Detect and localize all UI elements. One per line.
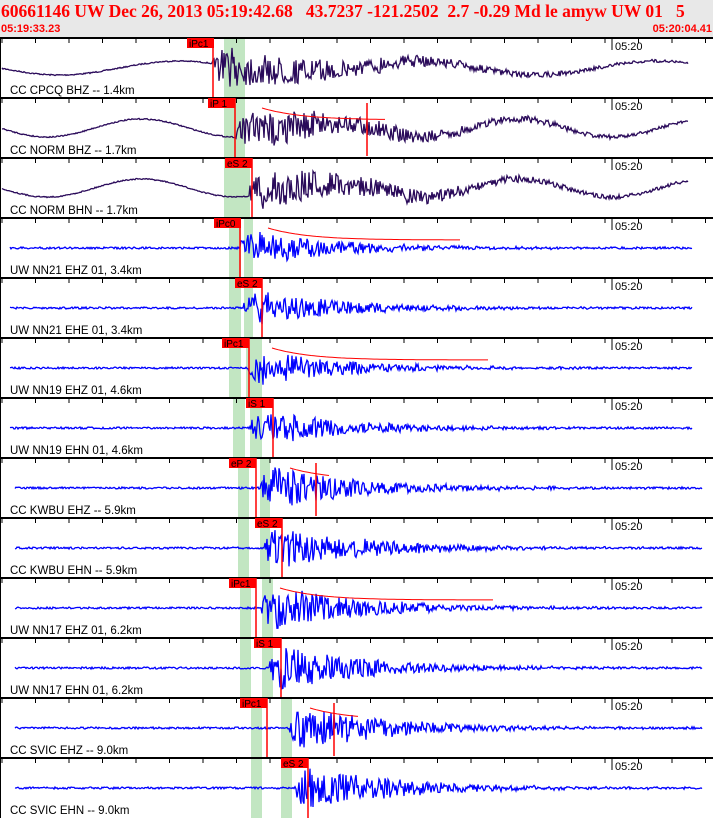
station-label: CC NORM BHN -- 1.7km [10,205,138,217]
pick-label: iS 1 [248,399,266,410]
pick-flag[interactable] [240,698,267,708]
pick-window-band [246,338,262,398]
coda-fit-line [289,467,330,476]
pick-label: eS 2 [237,279,258,290]
minute-label: 05:20 [615,521,643,533]
station-label: UW NN21 EHZ 01, 3.4km [10,265,142,277]
station-label: CC KWBU EHZ -- 5.9km [10,505,136,517]
pick-window-band [250,398,262,458]
pick-flag[interactable] [222,338,249,348]
pick-label: eS 2 [283,759,304,770]
minute-label: 05:20 [615,761,643,773]
station-label: CC SVIC EHN -- 9.0km [10,805,130,817]
minute-label: 05:20 [615,401,643,413]
waveform [14,768,703,808]
coda-fit-line [261,107,385,120]
station-label: UW NN17 EHN 01, 6.2km [10,685,143,697]
waveform [1,168,689,209]
waveform [9,292,693,325]
trace-panel[interactable]: 05:20 iS 1 UW NN17 EHN 01, 6.2km [0,637,713,698]
pick-flag[interactable] [255,518,282,528]
station-label: UW NN21 EHE 01, 3.4km [10,325,142,337]
pick-label: iPc0 [216,219,236,230]
pick-flag[interactable] [225,158,252,168]
seismogram-plot[interactable]: 05:20 iPc1 CC CPCQ BHZ -- 1.4km 05:20 iP 1 CC… [0,37,713,818]
minute-label: 05:20 [615,641,643,653]
start-time: 05:19:33.23 [1,23,61,35]
minute-label: 05:20 [615,281,643,293]
trace-panel[interactable]: 05:20 iPc1 UW NN17 EHZ 01, 6.2km [0,577,713,638]
minute-label: 05:20 [615,581,643,593]
minute-label: 05:20 [615,341,643,353]
pick-label: iPc1 [242,699,262,710]
waveform [14,530,703,567]
pick-flag[interactable] [208,98,235,108]
trace-panel[interactable]: 05:20 iP 1 CC NORM BHZ -- 1.7km [0,97,713,158]
event-header: 60661146 UW Dec 26, 2013 05:19:42.68 43.… [0,0,713,37]
waveform [2,110,689,146]
pick-flag[interactable] [281,758,308,768]
pick-flag[interactable] [229,578,256,588]
waveform [1,47,689,87]
pick-flag[interactable] [246,398,273,408]
station-label: UW NN17 EHZ 01, 6.2km [10,625,142,637]
pick-label: iPc1 [231,579,251,590]
trace-panel[interactable]: 05:20 eS 2 CC SVIC EHN -- 9.0km [0,757,713,818]
trace-panel[interactable]: 05:20 eP 2 CC KWBU EHZ -- 5.9km [0,457,713,518]
coda-fit-line [271,347,488,361]
pick-flag[interactable] [254,638,281,648]
pick-label: eS 2 [257,519,278,530]
waveform [9,354,693,385]
pick-flag[interactable] [235,278,262,288]
waveform [9,413,693,442]
coda-fit-line [267,227,460,241]
trace-panel[interactable]: 05:20 eS 2 CC KWBU EHN -- 5.9km [0,517,713,578]
pick-flag[interactable] [187,38,214,48]
station-label: CC KWBU EHN -- 5.9km [10,565,137,577]
station-label: UW NN19 EHN 01, 4.6km [10,445,143,457]
minute-label: 05:20 [615,101,643,113]
trace-panel[interactable]: 05:20 iPc0 UW NN21 EHZ 01, 3.4km [0,217,713,278]
trace-panel[interactable]: 05:20 eS 2 CC NORM BHN -- 1.7km [0,157,713,218]
pick-label: eS 2 [227,159,248,170]
minute-label: 05:20 [615,701,643,713]
minute-label: 05:20 [615,161,643,173]
station-label: UW NN19 EHZ 01, 4.6km [10,385,142,397]
minute-label: 05:20 [615,461,643,473]
waveform [14,467,703,506]
pick-label: iS 1 [256,639,274,650]
minute-label: 05:20 [615,221,643,233]
station-label: CC SVIC EHZ -- 9.0km [10,745,128,757]
pick-label: iPc1 [189,39,209,50]
station-label: CC CPCQ BHZ -- 1.4km [10,85,135,97]
pick-window-band [260,518,270,578]
minute-label: 05:20 [615,41,643,53]
trace-panel[interactable]: 05:20 iPc1 CC CPCQ BHZ -- 1.4km [0,37,713,98]
trace-panel[interactable]: 05:20 iPc1 CC SVIC EHZ -- 9.0km [0,697,713,758]
trace-panel[interactable]: 05:20 iPc1 UW NN19 EHZ 01, 4.6km [0,337,713,398]
pick-label: iPc1 [224,339,244,350]
waveform [14,648,703,690]
end-time: 05:20:04.41 [652,23,712,35]
pick-flag[interactable] [214,218,241,228]
waveform [14,590,703,630]
waveform [9,231,693,263]
trace-panel[interactable]: 05:20 iS 1 UW NN19 EHN 01, 4.6km [0,397,713,458]
pick-label: eP 2 [231,459,252,470]
station-label: CC NORM BHZ -- 1.7km [10,145,137,157]
event-title: 60661146 UW Dec 26, 2013 05:19:42.68 43.… [1,1,685,21]
waveform [14,711,703,748]
trace-panel[interactable]: 05:20 eS 2 UW NN21 EHE 01, 3.4km [0,277,713,338]
coda-fit-line [279,587,493,601]
pick-label: iP 1 [210,99,227,110]
pick-flag[interactable] [229,458,256,468]
